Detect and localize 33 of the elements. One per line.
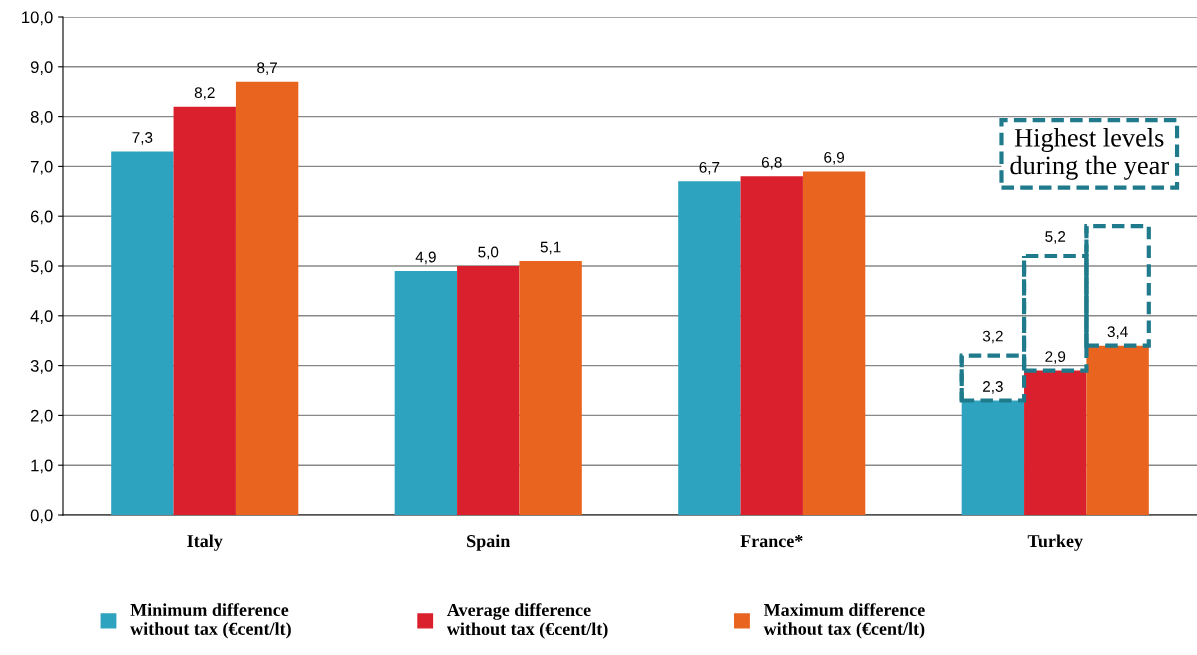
- y-tick-label: 9,0: [30, 61, 53, 75]
- annotation: 3,2: [982, 330, 1003, 344]
- legend-label: Minimum difference without tax (€cent/lt): [130, 603, 291, 639]
- y-tick-label: 1,0: [31, 459, 53, 474]
- legend-label: Maximum difference without tax (€cent/lt): [763, 603, 925, 639]
- data-label: 6,9: [824, 151, 845, 165]
- x-tick-label: France*: [740, 535, 803, 548]
- y-tick-label: 2,0: [30, 409, 53, 424]
- y-tick-label: 0,0: [30, 509, 53, 524]
- x-tick-label: Turkey: [1027, 534, 1083, 551]
- annotation: Highest levels during the year: [1010, 128, 1169, 180]
- x-tick-label: Italy: [187, 534, 223, 551]
- legend-label: Average difference without tax (€cent/lt): [446, 603, 608, 639]
- y-tick-label: 3,0: [30, 360, 53, 374]
- data-label: 8,2: [194, 87, 215, 100]
- y-tick-label: 4,0: [30, 310, 53, 324]
- annotation: 5,2: [1045, 231, 1066, 244]
- data-label: 2,3: [983, 381, 1003, 394]
- y-tick-label: 7,0: [30, 160, 53, 175]
- data-label: 4,9: [415, 251, 436, 265]
- data-label: 6,7: [699, 161, 720, 175]
- data-label: 5,0: [478, 246, 499, 260]
- data-label: 6,8: [761, 156, 782, 170]
- y-tick-label: 8,0: [30, 111, 53, 125]
- data-label: 3,4: [1107, 326, 1128, 339]
- data-label: 7,3: [132, 132, 153, 145]
- y-tick-label: 10,0: [22, 11, 53, 26]
- x-tick-label: Spain: [467, 534, 511, 551]
- data-label: 8,7: [257, 62, 277, 75]
- y-tick-label: 5,0: [30, 260, 53, 275]
- data-label: 5,1: [540, 241, 561, 255]
- data-label: 2,9: [1045, 351, 1066, 364]
- y-tick-label: 6,0: [30, 210, 53, 225]
